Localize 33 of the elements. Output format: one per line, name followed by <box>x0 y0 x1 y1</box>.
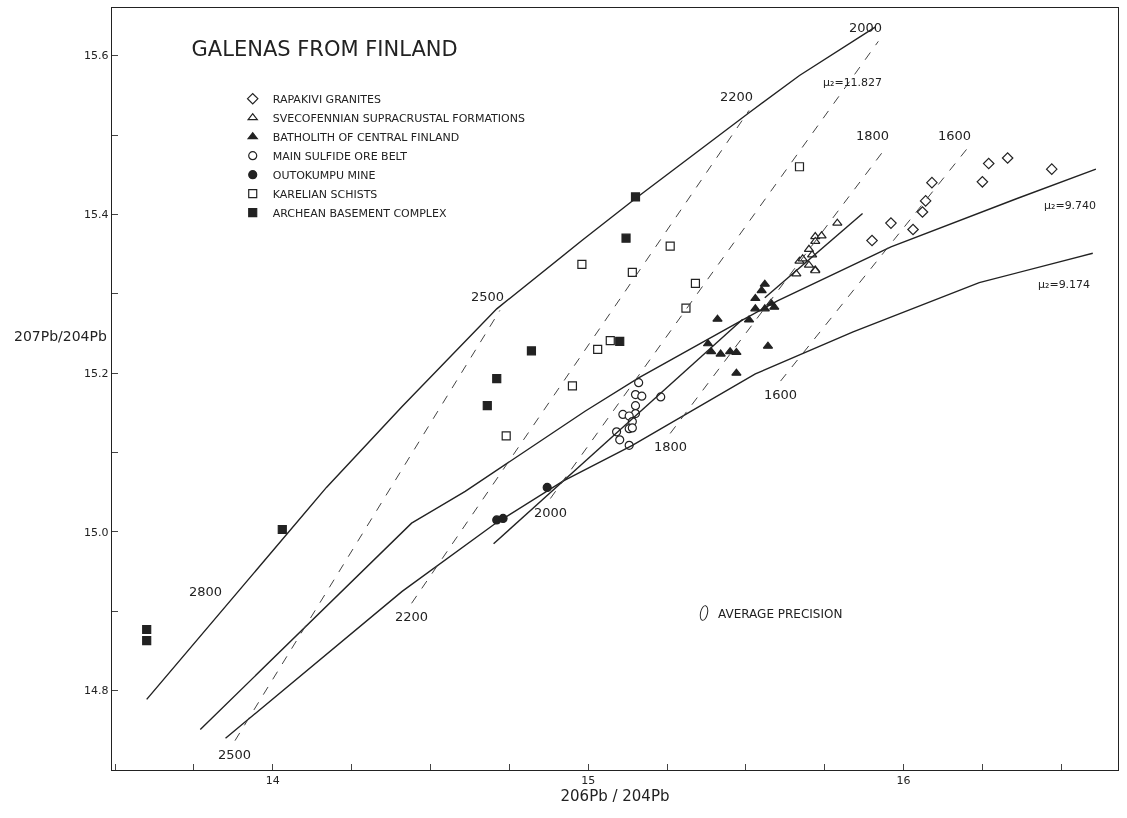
annotation: 1800 <box>654 439 688 454</box>
annotation: 2500 <box>471 289 505 304</box>
legend-label: MAIN SULFIDE ORE BELT <box>272 149 408 163</box>
annotation: 2000 <box>534 505 568 520</box>
annotation: 2000 <box>849 20 883 35</box>
annotation: 1600 <box>764 387 798 402</box>
y-tick-label: 15.4 <box>84 208 109 222</box>
annotation: 1800 <box>856 128 890 143</box>
annotation: μ₂=9.740 <box>1044 199 1097 212</box>
x-axis-title: 206Pb / 204Pb <box>560 787 670 806</box>
y-tick-label: 15.0 <box>84 525 109 539</box>
y-axis-title: 207Pb/204Pb <box>14 328 107 344</box>
text: GALENAS FROM FINLAND <box>191 36 458 61</box>
annotation: 2500 <box>218 747 252 762</box>
annotation: 2200 <box>395 609 429 624</box>
legend-label: BATHOLITH OF CENTRAL FINLAND <box>272 130 460 144</box>
annotation: 2200 <box>720 89 754 104</box>
y-tick-label: 14.8 <box>84 684 109 698</box>
x-tick-label: 14 <box>265 774 280 788</box>
annotation: AVERAGE PRECISION <box>718 607 843 621</box>
legend-label: ARCHEAN BASEMENT COMPLEX <box>272 206 447 220</box>
y-tick-label: 15.2 <box>84 366 109 380</box>
annotation: 1600 <box>938 128 972 143</box>
legend-label: OUTOKUMPU MINE <box>272 168 376 182</box>
y-tick-label: 15.6 <box>84 49 109 63</box>
annotation: 2800 <box>189 584 223 599</box>
legend-label: KARELIAN SCHISTS <box>272 187 378 201</box>
legend-label: SVECOFENNIAN SUPRACRUSTAL FORMATIONS <box>272 111 525 125</box>
annotation: μ₂=9.174 <box>1038 278 1091 291</box>
legend-label: RAPAKIVI GRANITES <box>272 92 382 106</box>
x-tick-label: 16 <box>896 774 911 788</box>
x-tick-label: 15 <box>581 774 596 788</box>
annotation: μ₂=11.827 <box>823 76 883 89</box>
